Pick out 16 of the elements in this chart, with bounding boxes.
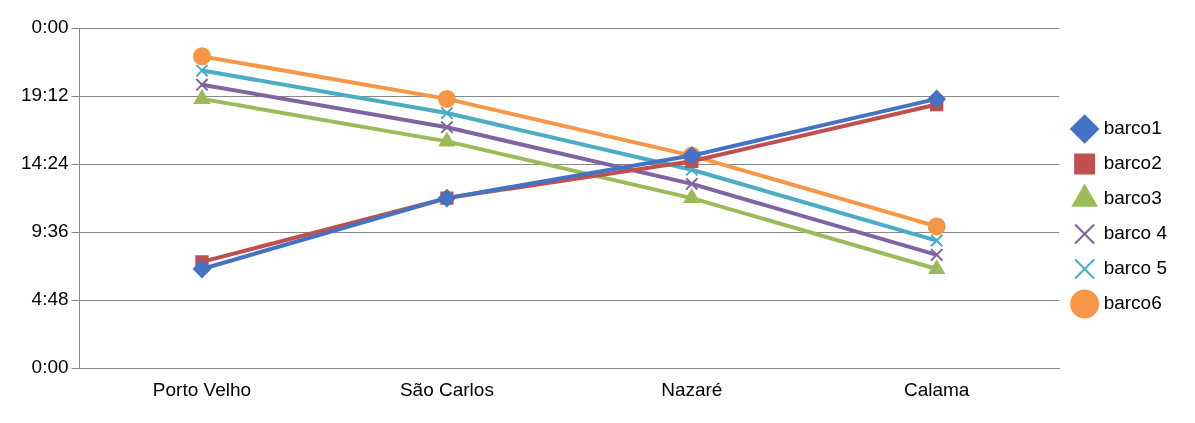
legend-label: barco3: [1103, 187, 1162, 209]
legend-label: barco6: [1103, 292, 1162, 314]
x-tick-label: Nazaré: [661, 378, 723, 400]
legend-label: barco 5: [1103, 257, 1167, 279]
x-tick-label: São Carlos: [399, 378, 494, 400]
y-tick-label: 19:12: [21, 84, 69, 106]
legend-label: barco 4: [1103, 222, 1168, 244]
y-tick-label: 0:00: [31, 356, 69, 378]
x-tick-label: Calama: [903, 378, 970, 400]
legend-label: barco1: [1103, 117, 1162, 139]
y-tick-label: 0:00: [31, 16, 69, 38]
x-tick-label: Porto Velho: [152, 378, 252, 400]
legend-label: barco2: [1103, 152, 1162, 174]
y-tick-label: 9:36: [31, 220, 69, 242]
y-tick-label: 4:48: [31, 288, 69, 310]
y-tick-label: 14:24: [21, 152, 69, 174]
